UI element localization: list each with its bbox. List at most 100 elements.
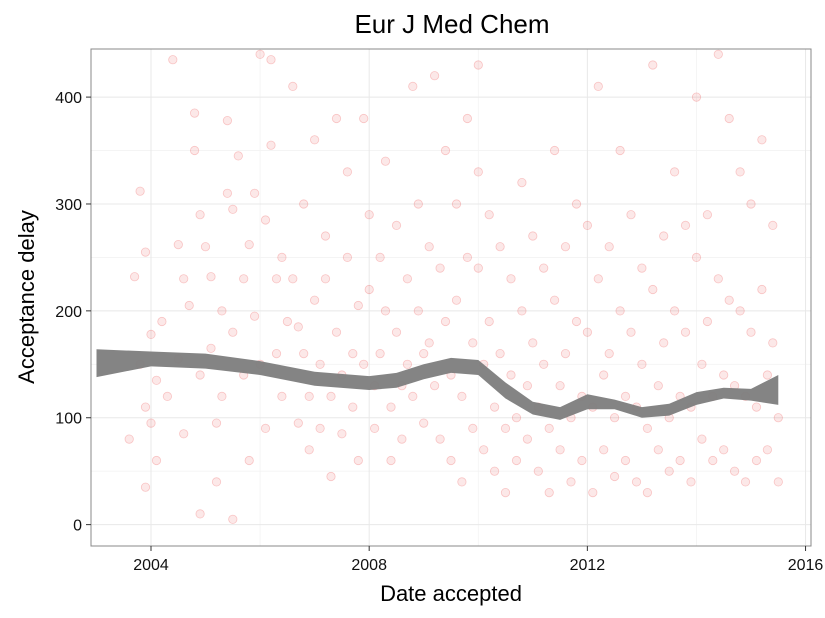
scatter-point xyxy=(151,375,162,385)
x-axis-title: Date accepted xyxy=(380,581,522,606)
scatter-point xyxy=(653,381,663,391)
scatter-point xyxy=(348,348,358,359)
scatter-point xyxy=(533,466,543,476)
scatter-point xyxy=(702,210,713,220)
scatter-point xyxy=(293,322,303,332)
scatter-point xyxy=(544,423,554,433)
scatter-point xyxy=(648,60,658,70)
scatter-point xyxy=(735,306,745,316)
scatter-point xyxy=(255,49,265,59)
scatter-point xyxy=(751,402,762,412)
scatter-point xyxy=(713,274,723,284)
scatter-point xyxy=(429,71,440,81)
scatter-point xyxy=(282,316,292,327)
chart-title: Eur J Med Chem xyxy=(354,9,549,39)
scatter-point xyxy=(342,252,352,262)
scatter-point xyxy=(233,151,243,161)
scatter-point xyxy=(697,434,707,444)
scatter-point xyxy=(402,359,412,369)
scatter-point xyxy=(211,418,222,428)
scatter-point xyxy=(495,242,505,252)
scatter-point xyxy=(500,487,511,498)
scatter-point xyxy=(768,338,778,348)
scatter-point xyxy=(380,306,391,316)
scatter-point xyxy=(413,306,423,316)
scatter-point xyxy=(571,199,582,209)
scatter-point xyxy=(746,327,756,337)
scatter-point xyxy=(729,466,740,476)
scatter-point xyxy=(462,252,472,262)
scatter-point xyxy=(604,242,614,252)
scatter-point xyxy=(495,348,505,359)
scatter-point xyxy=(228,514,238,524)
scatter-point xyxy=(244,455,254,466)
scatter-point xyxy=(315,423,325,433)
scatter-point xyxy=(124,434,134,444)
scatter-point xyxy=(380,156,391,166)
scatter-point xyxy=(773,413,783,423)
scatter-point xyxy=(577,455,587,466)
scatter-point xyxy=(173,240,183,250)
scatter-point xyxy=(451,199,462,209)
scatter-point xyxy=(724,113,734,124)
scatter-point xyxy=(348,402,358,412)
y-tick-label: 400 xyxy=(55,90,82,107)
scatter-point xyxy=(277,252,287,262)
scatter-point xyxy=(429,381,440,391)
scatter-point xyxy=(762,445,773,455)
scatter-point xyxy=(762,370,773,380)
scatter-point xyxy=(353,300,363,311)
scatter-point xyxy=(250,311,260,321)
scatter-point xyxy=(140,402,151,412)
scatter-point xyxy=(691,252,702,262)
scatter-point xyxy=(299,348,309,359)
scatter-point xyxy=(200,242,211,252)
scatter-point xyxy=(359,113,369,124)
scatter-point xyxy=(195,210,205,220)
scatter-point xyxy=(435,263,445,273)
scatter-point xyxy=(353,455,363,466)
grid xyxy=(91,49,811,546)
scatter-point xyxy=(299,199,309,209)
scatter-point xyxy=(369,423,380,433)
scatter-point xyxy=(468,338,478,348)
scatter-point xyxy=(402,274,412,284)
scatter-point xyxy=(162,391,172,401)
scatter-point xyxy=(506,274,516,284)
smooth-confidence-band xyxy=(96,349,779,420)
scatter-point xyxy=(146,418,156,428)
scatter-point xyxy=(473,167,483,177)
scatter-point xyxy=(195,509,205,519)
scatter-point xyxy=(271,348,282,359)
scatter-point xyxy=(593,274,603,284)
scatter-point xyxy=(386,455,396,466)
y-tick-label: 0 xyxy=(73,518,82,535)
scatter-point xyxy=(566,477,576,487)
scatter-point xyxy=(511,455,522,466)
scatter-point xyxy=(555,445,565,455)
scatter-point xyxy=(364,284,374,295)
scatter-point xyxy=(217,391,227,401)
scatter-point xyxy=(599,370,609,380)
scatter-point xyxy=(468,423,478,433)
scatter-point xyxy=(359,359,369,369)
scatter-point xyxy=(522,381,533,391)
scatter-point xyxy=(588,487,598,498)
scatter-point xyxy=(364,210,374,220)
scatter-point xyxy=(620,455,631,466)
scatter-point xyxy=(626,327,636,337)
scatter-point xyxy=(277,391,287,401)
scatter-point xyxy=(326,471,336,482)
scatter-point xyxy=(146,329,156,339)
y-axis: 0 100 200 300 400 xyxy=(55,90,91,535)
scatter-point xyxy=(391,327,402,337)
x-axis: 2004 2008 2012 2016 xyxy=(133,546,823,574)
scatter-point xyxy=(479,445,489,455)
scatter-point xyxy=(391,220,402,230)
scatter-point xyxy=(604,348,614,359)
scatter-point xyxy=(309,135,320,145)
y-tick-label: 100 xyxy=(55,411,82,428)
plot-panel-border xyxy=(90,48,812,547)
scatter-point xyxy=(271,274,282,284)
